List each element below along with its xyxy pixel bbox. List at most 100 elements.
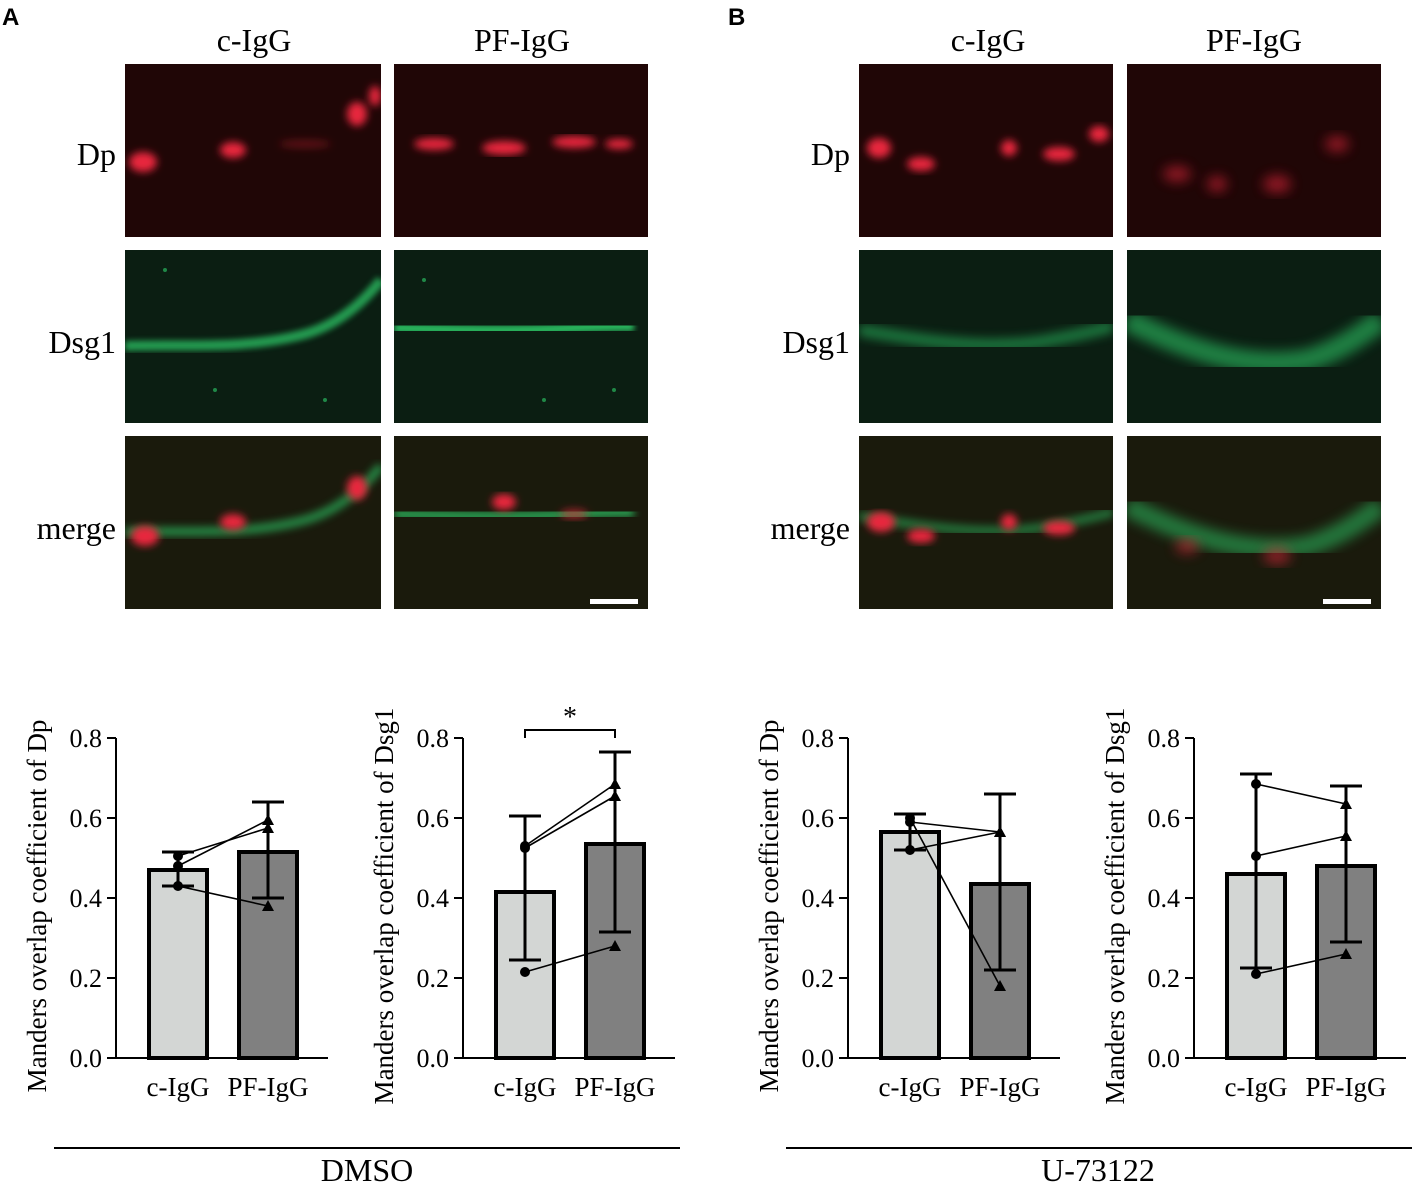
panel-a-row-label-merge: merge — [36, 510, 116, 546]
group-line-dmso — [54, 1147, 680, 1149]
control-point — [520, 967, 530, 977]
y-tick-label: 0.6 — [1148, 804, 1181, 833]
y-tick-label: 0.2 — [1148, 964, 1181, 993]
pf-point — [609, 940, 621, 951]
panel-a-col-label-control: c-IgG — [216, 22, 292, 58]
pf-point — [262, 814, 274, 825]
micrograph-b-control-merge — [859, 436, 1113, 609]
x-tick-label: c-IgG — [494, 1072, 557, 1102]
x-tick-label: c-IgG — [147, 1072, 210, 1102]
micrograph-a-pf-dp — [394, 64, 648, 237]
y-axis-title: Manders overlap coefficient of Dp — [22, 720, 52, 1093]
control-point — [905, 817, 915, 827]
x-tick-label: PF-IgG — [1305, 1072, 1386, 1102]
y-tick-label: 0.6 — [417, 804, 450, 833]
scale-bar — [1323, 599, 1371, 604]
control-point — [173, 851, 183, 861]
pf-point — [1340, 948, 1352, 959]
y-tick-label: 0.8 — [802, 724, 835, 753]
micrograph-b-pf-dsg1 — [1127, 250, 1381, 423]
panel-b-row-label-merge: merge — [770, 510, 850, 546]
x-tick-label: c-IgG — [879, 1072, 942, 1102]
panel-b-row-label-dp: Dp — [810, 136, 850, 172]
y-axis-title: Manders overlap coefficient of Dp — [754, 720, 784, 1093]
paired-line — [1255, 835, 1347, 857]
panel-a-letter: A — [2, 4, 20, 31]
pf-point — [262, 900, 274, 911]
group-line-u73122 — [786, 1147, 1412, 1149]
micrograph-a-pf-dsg1 — [394, 250, 648, 423]
y-tick-label: 0.0 — [417, 1044, 450, 1073]
x-tick-label: PF-IgG — [959, 1072, 1040, 1102]
pf-point — [609, 778, 621, 789]
scale-bar — [590, 599, 638, 604]
panel-b-letter: B — [728, 4, 746, 31]
paired-line — [177, 885, 269, 907]
paired-line — [177, 827, 269, 857]
micrograph-b-control-dp — [859, 64, 1113, 237]
y-tick-label: 0.0 — [802, 1044, 835, 1073]
panel-b-col-label-control: c-IgG — [950, 22, 1026, 58]
paired-line — [177, 819, 269, 867]
y-tick-label: 0.2 — [802, 964, 835, 993]
y-tick-label: 0.8 — [70, 724, 103, 753]
micrograph-a-pf-merge — [394, 436, 648, 609]
y-axis-title: Manders overlap coefficient of Dsg1 — [369, 708, 399, 1105]
y-tick-label: 0.4 — [70, 884, 103, 913]
y-tick-label: 0.6 — [802, 804, 835, 833]
y-tick-label: 0.2 — [70, 964, 103, 993]
micrograph-a-control-merge — [125, 436, 381, 609]
micrograph-b-pf-merge — [1127, 436, 1381, 609]
control-point — [173, 861, 183, 871]
y-tick-label: 0.4 — [802, 884, 835, 913]
paired-line — [909, 831, 1001, 851]
pf-point — [994, 826, 1006, 837]
pf-point — [1340, 798, 1352, 809]
y-tick-label: 0.0 — [70, 1044, 103, 1073]
y-tick-label: 0.0 — [1148, 1044, 1181, 1073]
micrograph-a-control-dp — [125, 64, 381, 237]
micrograph-b-pf-dp — [1127, 64, 1381, 237]
paired-line — [909, 817, 1001, 987]
paired-line — [524, 783, 616, 847]
paired-line — [1255, 783, 1347, 805]
y-tick-label: 0.4 — [417, 884, 450, 913]
control-point — [905, 845, 915, 855]
y-tick-label: 0.2 — [417, 964, 450, 993]
control-point — [1251, 851, 1261, 861]
pf-point — [1340, 830, 1352, 841]
paired-line — [524, 795, 616, 849]
control-point — [1251, 969, 1261, 979]
micrograph-a-control-dsg1 — [125, 250, 381, 423]
y-axis-title: Manders overlap coefficient of Dsg1 — [1100, 708, 1130, 1105]
significance-marker: * — [563, 702, 577, 733]
panel-b-row-label-dsg1: Dsg1 — [782, 324, 850, 360]
pf-point — [609, 790, 621, 801]
group-label-dmso: DMSO — [320, 1152, 414, 1188]
bar — [879, 830, 941, 1060]
pf-point — [994, 980, 1006, 991]
x-tick-label: PF-IgG — [574, 1072, 655, 1102]
y-tick-label: 0.6 — [70, 804, 103, 833]
micrograph-b-control-dsg1 — [859, 250, 1113, 423]
control-point — [1251, 779, 1261, 789]
pf-point — [262, 822, 274, 833]
control-point — [520, 843, 530, 853]
control-point — [173, 881, 183, 891]
paired-line — [524, 945, 616, 973]
group-label-u73122: U-73122 — [1041, 1152, 1155, 1188]
panel-a-row-label-dp: Dp — [76, 136, 116, 172]
significance-bracket — [524, 729, 616, 738]
x-tick-label: c-IgG — [1225, 1072, 1288, 1102]
y-tick-label: 0.4 — [1148, 884, 1181, 913]
panel-b-col-label-pf: PF-IgG — [1205, 22, 1302, 58]
panel-a-row-label-dsg1: Dsg1 — [48, 324, 116, 360]
paired-line — [909, 821, 1001, 833]
panel-a-col-label-pf: PF-IgG — [473, 22, 570, 58]
paired-line — [1255, 953, 1347, 975]
y-tick-label: 0.8 — [417, 724, 450, 753]
x-tick-label: PF-IgG — [227, 1072, 308, 1102]
y-tick-label: 0.8 — [1148, 724, 1181, 753]
bar — [147, 868, 209, 1060]
